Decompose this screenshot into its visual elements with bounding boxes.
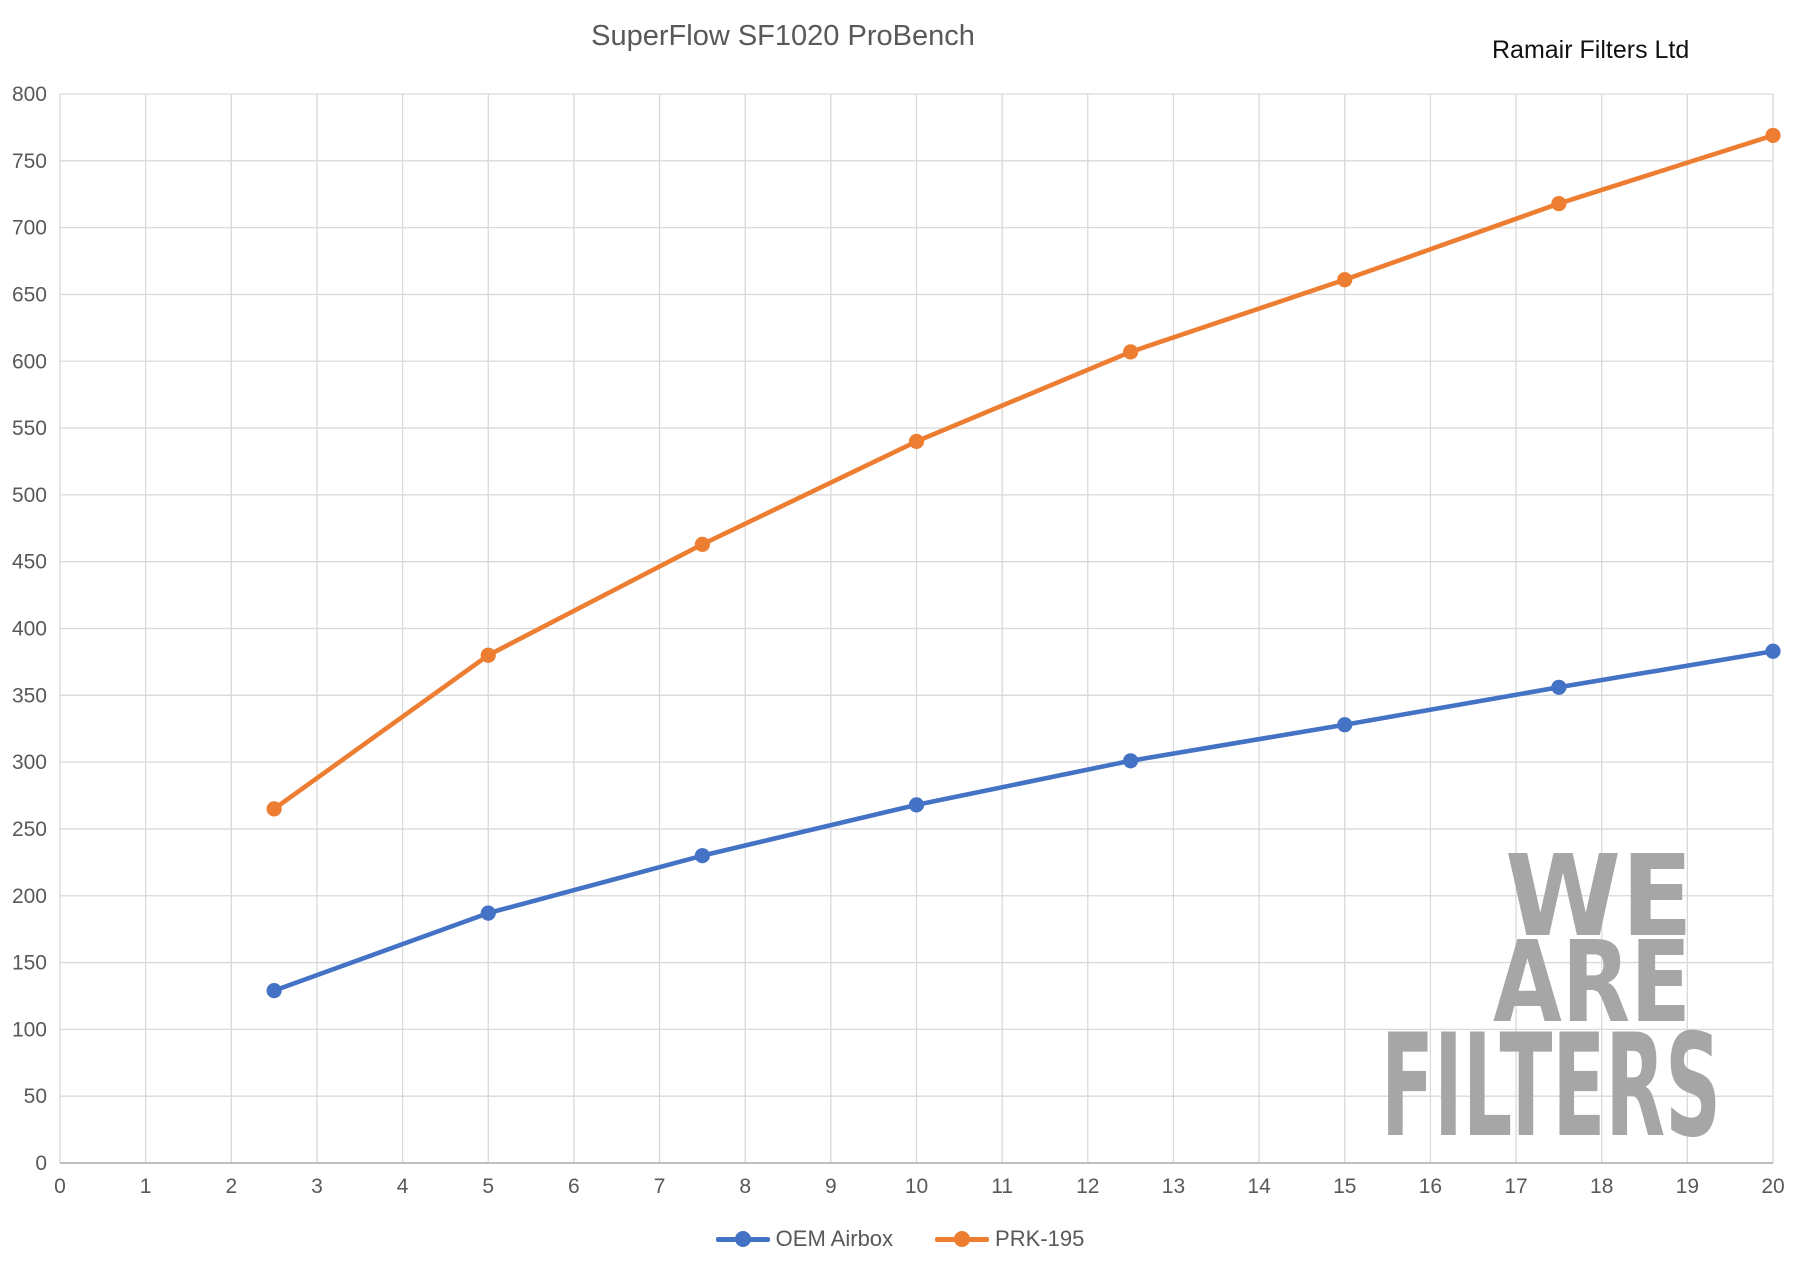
company-name-label: Ramair Filters Ltd bbox=[1492, 36, 1690, 64]
svg-text:9: 9 bbox=[825, 1175, 837, 1198]
svg-text:8: 8 bbox=[739, 1175, 751, 1198]
watermark-line-filters: FILTERS bbox=[1381, 1004, 1721, 1148]
svg-text:13: 13 bbox=[1162, 1175, 1185, 1198]
watermark-logo: WE ARE FILTERS bbox=[1381, 838, 1721, 1148]
legend-item-prk-195: PRK-195 bbox=[935, 1226, 1084, 1252]
svg-text:14: 14 bbox=[1247, 1175, 1271, 1198]
svg-text:20: 20 bbox=[1761, 1175, 1784, 1198]
legend-label: PRK-195 bbox=[995, 1226, 1085, 1251]
svg-text:0: 0 bbox=[35, 1152, 47, 1175]
svg-text:550: 550 bbox=[12, 417, 47, 440]
svg-text:15: 15 bbox=[1333, 1175, 1356, 1198]
svg-text:100: 100 bbox=[12, 1018, 47, 1041]
svg-text:50: 50 bbox=[24, 1085, 47, 1108]
svg-text:600: 600 bbox=[12, 350, 47, 373]
legend-marker-icon bbox=[715, 1230, 770, 1248]
svg-text:300: 300 bbox=[12, 751, 47, 774]
watermark-line-are: ARE bbox=[1493, 918, 1691, 1048]
svg-text:17: 17 bbox=[1504, 1175, 1527, 1198]
legend-marker-icon bbox=[935, 1230, 990, 1248]
svg-text:12: 12 bbox=[1076, 1175, 1099, 1198]
svg-text:750: 750 bbox=[12, 150, 47, 173]
svg-text:10: 10 bbox=[905, 1175, 928, 1198]
watermark-line-we: WE bbox=[1505, 838, 1693, 962]
svg-text:5: 5 bbox=[482, 1175, 494, 1198]
svg-text:200: 200 bbox=[12, 885, 47, 908]
svg-text:3: 3 bbox=[311, 1175, 323, 1198]
svg-text:1: 1 bbox=[140, 1175, 152, 1198]
svg-text:450: 450 bbox=[12, 551, 47, 574]
chart-title: SuperFlow SF1020 ProBench bbox=[591, 20, 975, 52]
svg-text:250: 250 bbox=[12, 818, 47, 841]
legend-item-oem-airbox: OEM Airbox bbox=[715, 1226, 894, 1252]
svg-text:19: 19 bbox=[1676, 1175, 1699, 1198]
svg-text:2: 2 bbox=[225, 1175, 237, 1198]
legend-label: OEM Airbox bbox=[775, 1226, 894, 1251]
svg-text:650: 650 bbox=[12, 283, 47, 306]
legend: OEM Airbox PRK-195 bbox=[0, 1226, 1800, 1252]
svg-text:6: 6 bbox=[568, 1175, 580, 1198]
svg-text:4: 4 bbox=[397, 1175, 409, 1198]
svg-text:150: 150 bbox=[12, 952, 47, 975]
svg-text:800: 800 bbox=[12, 83, 47, 106]
svg-text:700: 700 bbox=[12, 217, 47, 240]
svg-text:400: 400 bbox=[12, 618, 47, 641]
svg-text:350: 350 bbox=[12, 684, 47, 707]
svg-text:500: 500 bbox=[12, 484, 47, 507]
svg-text:0: 0 bbox=[54, 1175, 66, 1198]
svg-text:11: 11 bbox=[991, 1175, 1013, 1198]
svg-text:7: 7 bbox=[654, 1175, 666, 1198]
svg-text:16: 16 bbox=[1419, 1175, 1442, 1198]
svg-text:18: 18 bbox=[1590, 1175, 1613, 1198]
